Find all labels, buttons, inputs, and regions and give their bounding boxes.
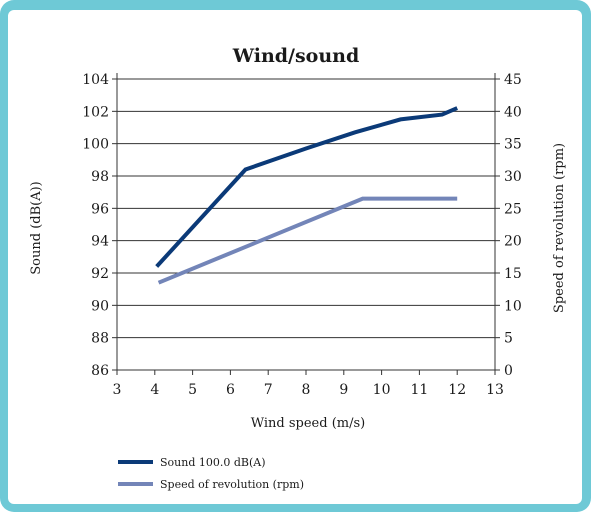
y-tick-label: 98 (91, 169, 109, 185)
y-tick-label: 96 (91, 201, 109, 217)
x-tick-label: 13 (486, 382, 504, 398)
y2-tick-label: 25 (504, 201, 522, 217)
x-tick-label: 5 (188, 382, 197, 398)
series-lines (155, 106, 458, 285)
x-tick-label: 4 (150, 382, 159, 398)
y2-tick-label: 40 (504, 104, 522, 120)
y2-axis-ticks: 0 5 10 15 20 25 30 35 40 45 (495, 72, 522, 379)
y2-tick-label: 5 (504, 331, 513, 347)
y-tick-label: 94 (91, 234, 109, 250)
axes (116, 73, 496, 370)
y-tick-label: 86 (91, 363, 109, 379)
y2-tick-label: 30 (504, 169, 522, 185)
grid-lines (117, 78, 495, 371)
x-tick-label: 12 (448, 382, 466, 398)
y-tick-label: 88 (91, 331, 109, 347)
y-tick-label: 90 (91, 298, 109, 314)
x-axis-ticks: 3 4 5 6 7 8 9 10 11 12 13 (113, 370, 504, 398)
y2-tick-label: 15 (504, 266, 522, 282)
x-tick-label: 7 (264, 382, 273, 398)
y-axis-label: Sound (dB(A)) (29, 181, 44, 274)
legend: Sound 100.0 dB(A) Speed of revolution (r… (118, 456, 304, 491)
x-axis-label: Wind speed (m/s) (251, 416, 365, 431)
y2-tick-label: 35 (504, 137, 522, 153)
chart-title: Wind/sound (232, 45, 360, 67)
y-tick-label: 102 (82, 104, 109, 120)
x-tick-label: 9 (339, 382, 348, 398)
y2-tick-label: 0 (504, 363, 513, 379)
series-line-sound (155, 106, 458, 268)
x-tick-label: 10 (373, 382, 391, 398)
y2-tick-label: 10 (504, 298, 522, 314)
y-tick-label: 92 (91, 266, 109, 282)
chart-card: Wind/sound 3 4 5 6 7 8 9 10 11 12 13 86 88 90 92 94 96 9… (8, 10, 582, 504)
legend-label-rpm: Speed of revolution (rpm) (160, 478, 304, 491)
y-tick-label: 100 (82, 137, 109, 153)
y-axis-ticks: 86 88 90 92 94 96 98 100 102 104 (82, 72, 117, 379)
series-line-rpm (157, 196, 458, 285)
y2-tick-label: 20 (504, 234, 522, 250)
y2-axis-label: Speed of revolution (rpm) (552, 143, 567, 313)
y2-tick-label: 45 (504, 72, 522, 88)
y-tick-label: 104 (82, 72, 109, 88)
x-tick-label: 11 (410, 382, 428, 398)
legend-label-sound: Sound 100.0 dB(A) (160, 456, 266, 469)
x-tick-label: 3 (113, 382, 122, 398)
x-tick-label: 8 (302, 382, 311, 398)
wind-sound-chart: Wind/sound 3 4 5 6 7 8 9 10 11 12 13 8688909294969… (29, 45, 567, 491)
x-tick-label: 6 (226, 382, 235, 398)
